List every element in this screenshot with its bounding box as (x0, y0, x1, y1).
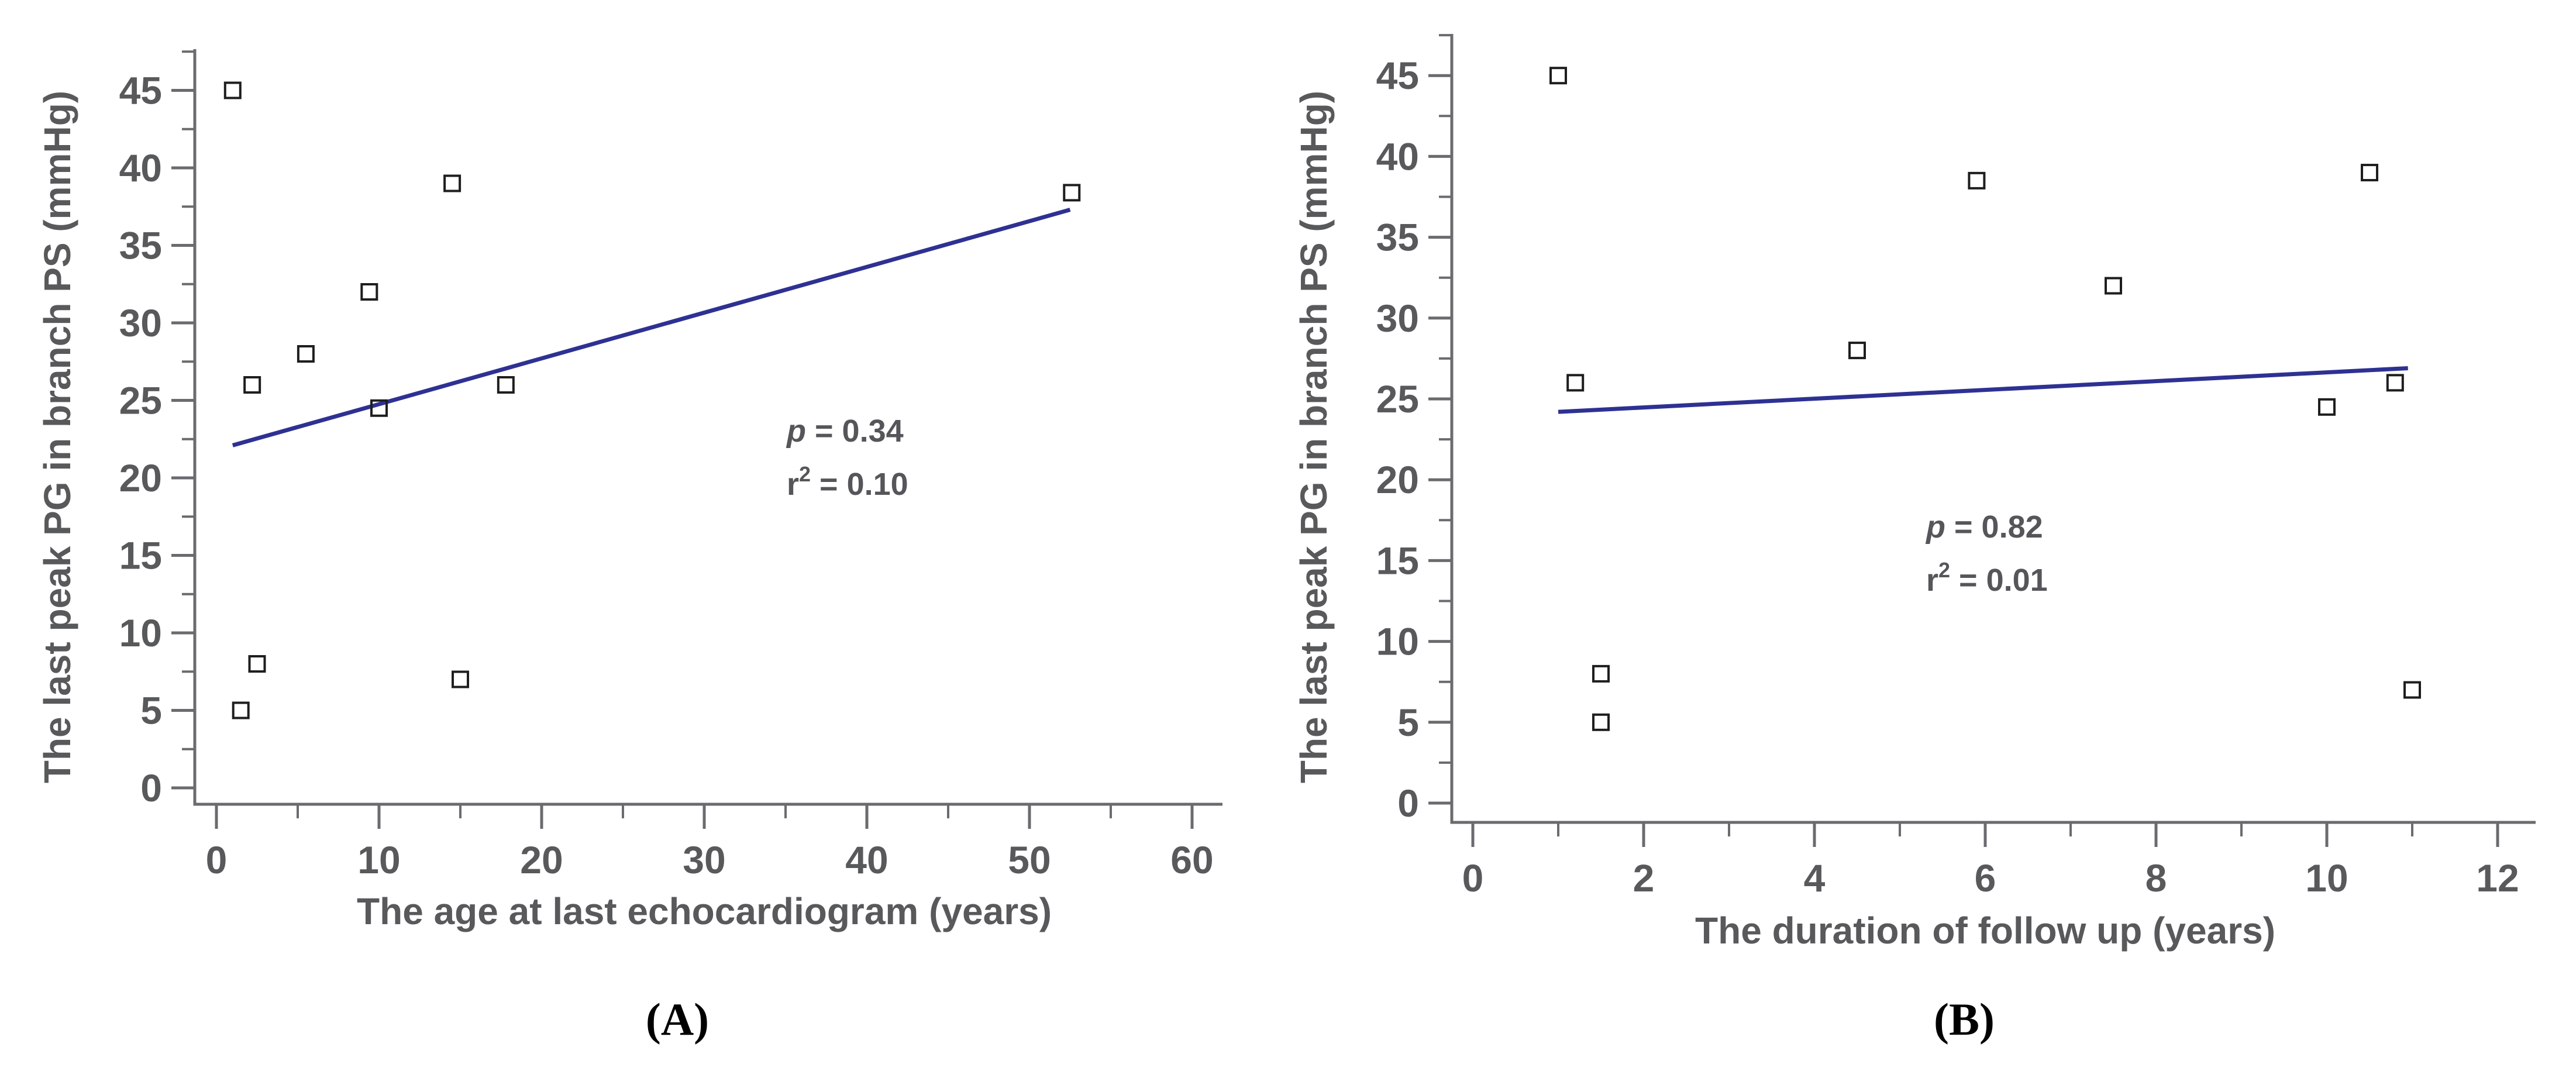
y-tick-label: 40 (1376, 135, 1419, 178)
y-tick-label: 5 (1397, 701, 1419, 744)
stats-annotation-a: p = 0.34 r2 = 0.10 (787, 408, 908, 507)
y-tick-label: 10 (1376, 620, 1419, 663)
data-point-marker (1566, 374, 1585, 392)
x-tick-label: 50 (1008, 838, 1051, 881)
y-tick-label: 40 (119, 146, 162, 190)
y-axis-title-a: The last peak PG in branch PS (mmHg) (36, 90, 78, 784)
y-tick-label: 25 (119, 379, 162, 422)
r-superscript: 2 (799, 462, 811, 486)
data-point-marker (223, 81, 242, 99)
y-tick-label: 20 (1376, 458, 1419, 501)
x-tick-label: 10 (357, 838, 400, 881)
data-point-marker (2361, 164, 2378, 182)
r-superscript: 2 (1938, 558, 1951, 582)
data-point-marker (297, 345, 315, 363)
x-tick-label: 12 (2476, 856, 2519, 900)
stats-annotation-b: p = 0.82 r2 = 0.01 (1926, 504, 2048, 603)
p-symbol: p (787, 414, 806, 449)
data-point-marker (452, 670, 469, 688)
y-axis-title-b: The last peak PG in branch PS (mmHg) (1293, 90, 1335, 784)
data-point-marker (1592, 713, 1610, 731)
r-squared-value: = 0.10 (811, 467, 908, 502)
data-point-marker (243, 376, 261, 394)
data-point-marker (2105, 277, 2122, 295)
y-tick-label: 20 (119, 456, 162, 500)
y-tick-label: 10 (119, 611, 162, 655)
y-tick-label: 0 (1397, 781, 1419, 825)
x-tick-label: 2 (1633, 856, 1655, 900)
regression-line (1558, 366, 2408, 414)
data-point-marker (497, 376, 515, 394)
y-tick-label: 15 (119, 534, 162, 577)
panel-label-b: (B) (1934, 994, 1995, 1045)
x-tick-label: 60 (1170, 838, 1213, 881)
chart-a: 0 5 10 15 20 25 30 35 40 45 0 10 20 30 40 50 60 (119, 49, 1222, 881)
data-point-marker (232, 701, 250, 719)
y-tick-label: 45 (119, 69, 162, 112)
data-point-marker (443, 174, 462, 192)
y-tick-label: 35 (1376, 216, 1419, 259)
y-tick-label: 30 (1376, 297, 1419, 340)
y-tick-label: 5 (140, 689, 162, 732)
panel-label-a: (A) (645, 994, 710, 1045)
y-tick-label: 35 (119, 224, 162, 267)
x-tick-label: 30 (683, 838, 725, 881)
x-tick-label: 10 (2305, 856, 2348, 900)
x-axis-title-b: The duration of follow up (years) (1695, 910, 2275, 952)
r-squared-value: = 0.01 (1950, 563, 2048, 598)
data-point-marker (1549, 67, 1567, 85)
chart-b: 0 5 10 15 20 25 30 35 40 45 0 2 4 6 8 10 12 (1376, 34, 2536, 900)
data-point-marker (1968, 171, 1986, 190)
p-value: = 0.34 (806, 414, 904, 449)
data-point-marker (360, 283, 378, 301)
data-point-marker (2318, 398, 2336, 416)
p-symbol: p (1926, 509, 1945, 545)
x-tick-label: 8 (2145, 856, 2167, 900)
y-tick-label: 15 (1376, 539, 1419, 582)
data-point-marker (370, 399, 388, 417)
p-value: = 0.82 (1945, 509, 2043, 545)
x-tick-label: 20 (520, 838, 563, 881)
data-point-marker (2403, 681, 2421, 699)
data-point-marker (1063, 184, 1081, 202)
data-point-marker (1848, 342, 1866, 360)
x-tick-label: 0 (1462, 856, 1484, 900)
data-point-marker (2386, 374, 2404, 392)
data-point-marker (248, 655, 266, 673)
r-symbol: r (787, 467, 800, 502)
x-tick-label: 6 (1975, 856, 1996, 900)
y-tick-label: 30 (119, 301, 162, 345)
x-tick-label: 4 (1804, 856, 1826, 900)
y-tick-label: 25 (1376, 377, 1419, 421)
regression-line (232, 208, 1071, 447)
x-tick-label: 0 (206, 838, 228, 881)
x-axis-title-a: The age at last echocardiogram (years) (357, 890, 1052, 932)
x-tick-label: 40 (845, 838, 888, 881)
y-tick-label: 45 (1376, 54, 1419, 97)
r-symbol: r (1926, 563, 1939, 598)
data-point-marker (1592, 664, 1610, 683)
y-tick-label: 0 (140, 766, 162, 810)
